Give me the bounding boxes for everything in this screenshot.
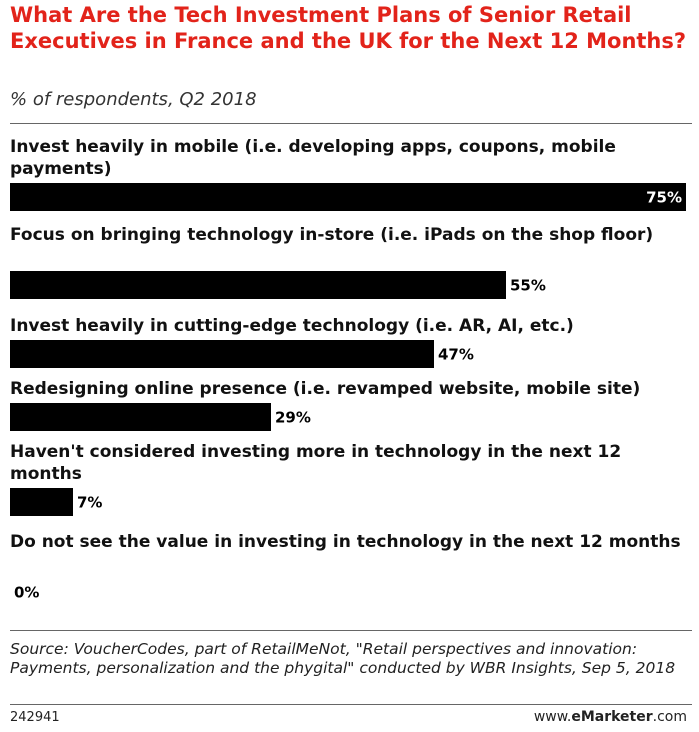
brand-prefix: www. bbox=[533, 709, 572, 725]
footer-divider bbox=[10, 704, 692, 705]
category-label: Invest heavily in cutting-edge technolog… bbox=[10, 316, 574, 336]
chart-id: 242941 bbox=[10, 710, 60, 725]
brand-name: eMarketer bbox=[571, 709, 653, 725]
value-label: 55% bbox=[510, 277, 546, 295]
value-label: 7% bbox=[77, 494, 102, 512]
category-label: Focus on bringing technology in-store (i… bbox=[10, 225, 654, 245]
brand-link[interactable]: www.eMarketer.com bbox=[534, 709, 687, 725]
category-label: Redesigning online presence (i.e. revamp… bbox=[10, 379, 641, 399]
brand-suffix: .com bbox=[652, 709, 687, 725]
category-label: Do not see the value in investing in tec… bbox=[10, 532, 681, 552]
category-label: Invest heavily in mobile (i.e. developin… bbox=[10, 137, 616, 179]
value-label: 0% bbox=[14, 584, 39, 602]
top-divider bbox=[10, 123, 692, 124]
bar bbox=[10, 271, 506, 299]
bar bbox=[10, 488, 73, 516]
bar bbox=[10, 403, 271, 431]
bar bbox=[10, 183, 686, 211]
chart-title: What Are the Tech Investment Plans of Se… bbox=[10, 3, 687, 53]
source-note: Source: VoucherCodes, part of RetailMeNo… bbox=[10, 640, 676, 677]
chart-subtitle: % of respondents, Q2 2018 bbox=[10, 89, 257, 110]
value-label: 29% bbox=[275, 409, 311, 427]
bottom-divider bbox=[10, 630, 692, 631]
value-label: 47% bbox=[438, 346, 474, 364]
category-label: Haven't considered investing more in tec… bbox=[10, 442, 622, 484]
bar bbox=[10, 340, 434, 368]
value-label: 75% bbox=[646, 189, 682, 207]
